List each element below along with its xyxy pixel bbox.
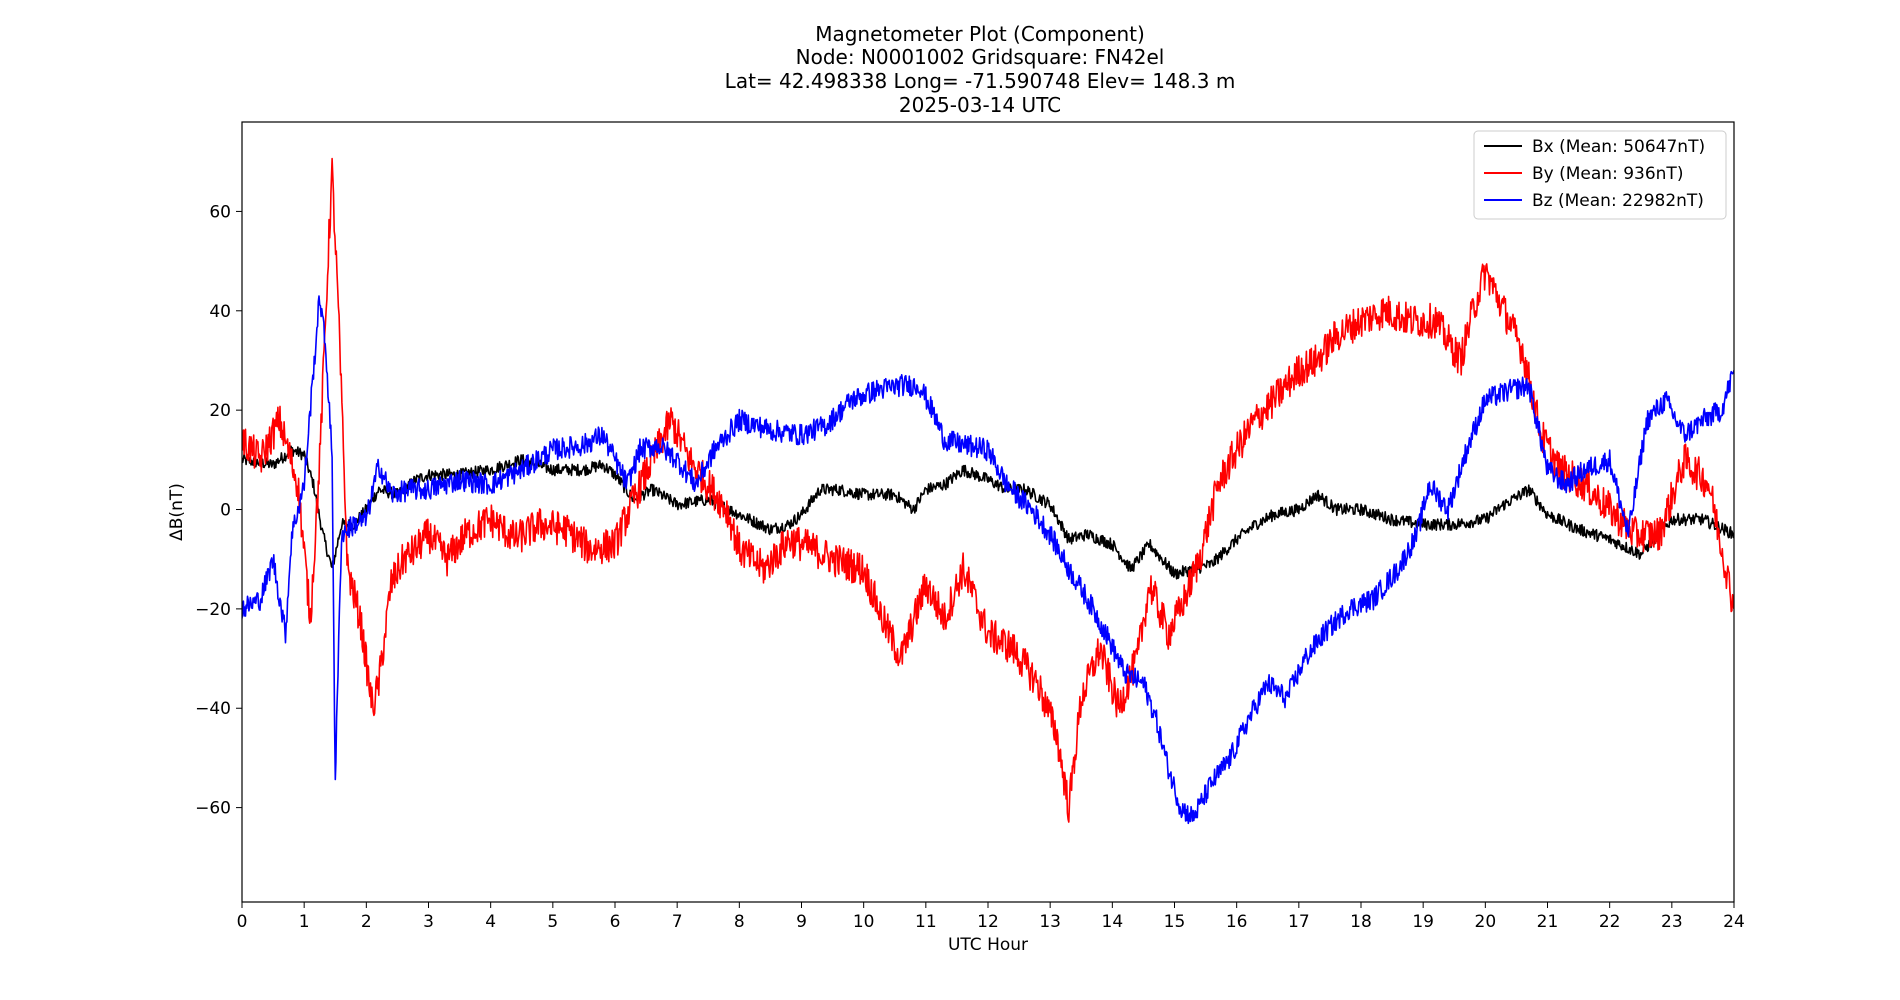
title-line-3: Lat= 42.498338 Long= -71.590748 Elev= 14…	[725, 69, 1236, 93]
x-tick-label: 10	[853, 912, 875, 932]
x-tick-label: 24	[1723, 912, 1745, 932]
legend: Bx (Mean: 50647nT) By (Mean: 936nT) Bz (…	[1473, 130, 1727, 220]
x-tick-label: 4	[485, 912, 496, 932]
x-tick-label: 6	[610, 912, 621, 932]
title-line-2: Node: N0001002 Gridsquare: FN42el	[796, 45, 1165, 69]
y-tick-label: 0	[220, 501, 231, 521]
y-tick-label: 40	[209, 302, 231, 322]
y-tick-label: −20	[195, 600, 231, 620]
y-axis-label: ΔB(nT)	[167, 483, 187, 541]
legend-label-bx: Bx (Mean: 50647nT)	[1532, 137, 1705, 157]
x-tick-label: 8	[734, 912, 745, 932]
series-group	[242, 157, 1734, 825]
legend-label-bz: Bz (Mean: 22982nT)	[1532, 191, 1704, 211]
x-tick-label: 1	[299, 912, 310, 932]
x-tick-label: 13	[1039, 912, 1061, 932]
x-tick-label: 14	[1102, 912, 1124, 932]
x-tick-label: 23	[1661, 912, 1683, 932]
y-axis: −60 −40 −20 0 20 40 60	[195, 202, 242, 819]
x-axis-label: UTC Hour	[948, 935, 1028, 955]
x-tick-label: 15	[1164, 912, 1186, 932]
chart-title: Magnetometer Plot (Component) Node: N000…	[725, 22, 1236, 117]
x-tick-label: 17	[1288, 912, 1310, 932]
x-tick-label: 3	[423, 912, 434, 932]
x-tick-label: 5	[547, 912, 558, 932]
x-tick-label: 2	[361, 912, 372, 932]
x-tick-label: 12	[977, 912, 999, 932]
series-line-bx	[242, 445, 1734, 580]
legend-label-by: By (Mean: 936nT)	[1532, 164, 1683, 184]
x-tick-label: 7	[672, 912, 683, 932]
x-axis: 0 1 2 3 4 5 6 7 8 9 10 11 12 13 14 15 16 17 18 19 20 21 22 23 24	[237, 902, 1745, 932]
y-tick-label: 60	[209, 202, 231, 222]
title-line-1: Magnetometer Plot (Component)	[815, 22, 1145, 46]
y-tick-label: −40	[195, 699, 231, 719]
series-line-by	[242, 157, 1734, 823]
series-line-bz	[242, 295, 1734, 825]
y-tick-label: −60	[195, 799, 231, 819]
x-tick-label: 18	[1350, 912, 1372, 932]
x-tick-label: 21	[1537, 912, 1559, 932]
y-tick-label: 20	[209, 401, 231, 421]
x-tick-label: 11	[915, 912, 937, 932]
x-tick-label: 0	[237, 912, 248, 932]
legend-box	[1473, 130, 1727, 220]
x-tick-label: 9	[796, 912, 807, 932]
x-tick-label: 16	[1226, 912, 1248, 932]
x-tick-label: 19	[1412, 912, 1434, 932]
plot-frame	[241, 121, 1735, 903]
title-line-4: 2025-03-14 UTC	[899, 93, 1061, 117]
x-tick-label: 20	[1475, 912, 1497, 932]
x-tick-label: 22	[1599, 912, 1621, 932]
